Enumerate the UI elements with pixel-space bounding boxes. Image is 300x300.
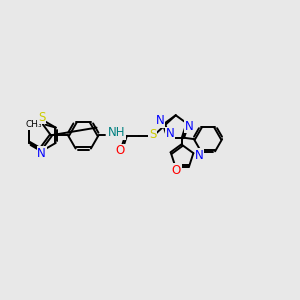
Text: CH₃: CH₃	[25, 120, 42, 129]
Text: N: N	[185, 120, 194, 133]
Text: N: N	[156, 114, 165, 128]
Text: S: S	[149, 128, 156, 142]
Text: N: N	[166, 127, 175, 140]
Text: S: S	[38, 110, 45, 124]
Text: O: O	[116, 144, 125, 158]
Text: NH: NH	[108, 126, 125, 140]
Text: N: N	[195, 149, 204, 162]
Text: N: N	[37, 147, 46, 160]
Text: O: O	[172, 164, 181, 177]
